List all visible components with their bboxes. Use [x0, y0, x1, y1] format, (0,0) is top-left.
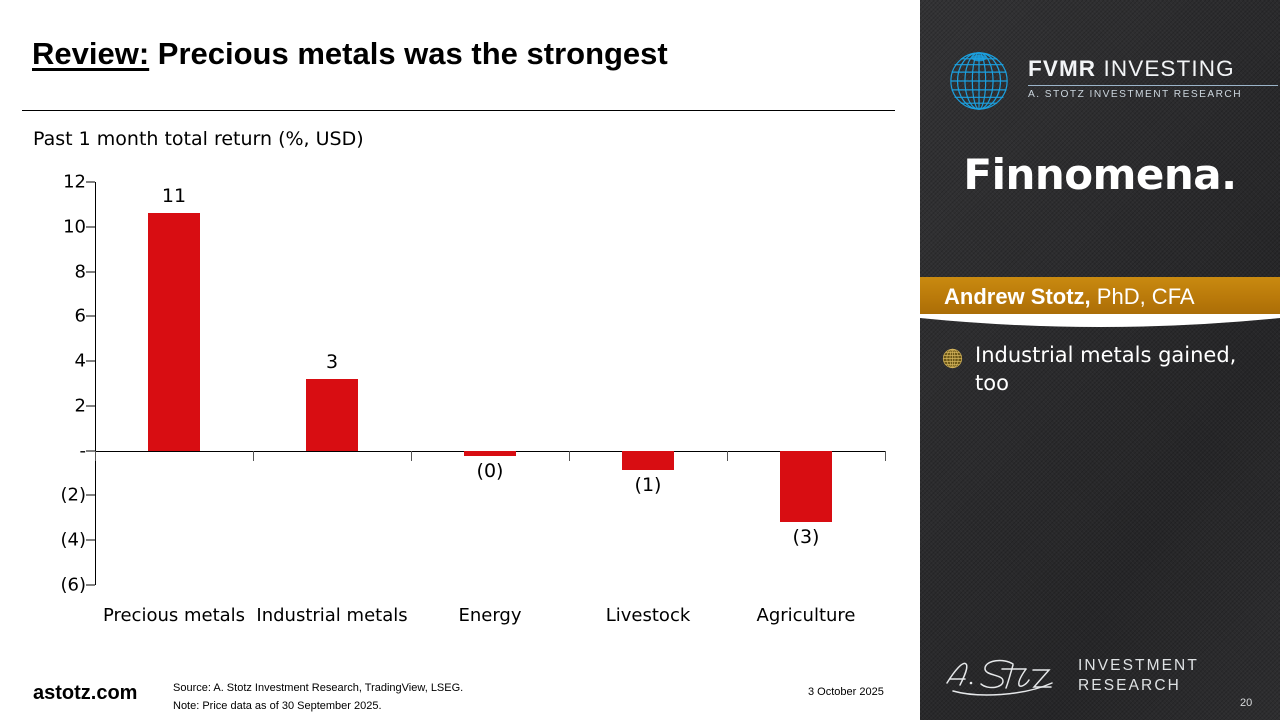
footer-source: Source: A. Stotz Investment Research, Tr… [173, 679, 463, 715]
category-tick [95, 450, 96, 461]
page-title-rest: Precious metals was the strongest [149, 36, 668, 71]
y-axis-tick [86, 226, 95, 228]
title-divider [22, 110, 895, 111]
astotz-logo-line2: RESEARCH [1078, 677, 1181, 695]
y-axis-tick-label: 12 [63, 171, 86, 193]
y-axis-tick [86, 450, 95, 452]
bullet-text: Industrial metals gained, too [975, 343, 1237, 395]
bar [148, 213, 200, 451]
brand-divider [1028, 85, 1278, 86]
y-axis-tick [86, 360, 95, 362]
y-axis-tick [86, 494, 95, 496]
category-tick [727, 450, 728, 461]
bar-value-label: (0) [476, 460, 504, 483]
y-axis-tick-label: 6 [74, 305, 86, 327]
bar [464, 450, 516, 457]
branding-sidebar: FVMR INVESTING A. STOTZ INVESTMENT RESEA… [920, 0, 1280, 720]
category-label: Precious metals [102, 605, 246, 626]
signature-icon [946, 659, 1053, 696]
y-axis-tick [86, 315, 95, 317]
presenter-banner: Andrew Stotz, PhD, CFA [920, 277, 1280, 316]
y-axis-tick [86, 405, 95, 407]
category-tick [411, 450, 412, 461]
y-axis-tick-label: (6) [60, 574, 87, 596]
y-axis-ticks [86, 160, 96, 680]
brand-name-bold: FVMR [1028, 56, 1097, 81]
category-label: Agriculture [756, 605, 856, 626]
y-axis-labels: 12 10 8 6 4 2 - (2) (4) (6) [28, 160, 87, 680]
y-axis-tick-label: 8 [74, 261, 86, 283]
page-number: 20 [1240, 697, 1253, 709]
bar [306, 379, 358, 451]
page-title-lead: Review: [32, 36, 150, 71]
y-axis-tick-label: - [79, 440, 87, 462]
banner-curve-divider [920, 314, 1280, 327]
category-tick [253, 450, 254, 461]
footer-note-line: Note: Price data as of 30 September 2025… [173, 700, 382, 713]
bar [780, 450, 832, 523]
slide-content-area: Review: Precious metals was the stronges… [0, 36, 920, 715]
plot-area: 11 3 (0) (1) (3) [95, 160, 885, 600]
y-axis-tick [86, 271, 95, 273]
astotz-logo-text: INVESTMENT RESEARCH [1078, 656, 1199, 697]
brand-lockup: FVMR INVESTING A. STOTZ INVESTMENT RESEA… [942, 44, 1278, 122]
astotz-logo: INVESTMENT RESEARCH 20 [920, 650, 1280, 710]
brand-name-thin: INVESTING [1096, 56, 1235, 81]
brand-subtitle: A. STOTZ INVESTMENT RESEARCH [1028, 89, 1243, 100]
presenter-name: Andrew Stotz, PhD, CFA [920, 284, 1195, 310]
y-axis-tick [86, 584, 95, 586]
category-label: Livestock [605, 605, 691, 626]
bullet-item: Industrial metals gained, too [942, 342, 1272, 397]
y-axis-tick-label: 2 [74, 395, 86, 417]
footer-website[interactable]: astotz.com [33, 682, 138, 704]
y-axis-tick-label: 4 [74, 350, 86, 372]
partner-logo-text: Finnomena. [963, 150, 1237, 199]
category-tick [885, 450, 886, 461]
y-axis-tick-label: (2) [60, 484, 87, 506]
y-axis-line [95, 182, 96, 585]
bar [622, 450, 674, 470]
globe-bullet-icon [942, 348, 963, 369]
bar-value-label: (3) [792, 526, 820, 549]
chart-subtitle: Past 1 month total return (%, USD) [33, 128, 364, 150]
bar-value-label: (1) [634, 473, 662, 496]
y-axis-tick [86, 181, 95, 183]
bar-value-label: 11 [161, 185, 187, 208]
bar-value-label: 3 [325, 351, 339, 374]
presenter-credentials: PhD, CFA [1090, 283, 1195, 309]
category-label: Energy [458, 605, 522, 626]
bar-chart: 12 10 8 6 4 2 - (2) (4) (6) 11 3 (0) (1) (3) Precious… [0, 160, 920, 680]
brand-name: FVMR INVESTING [1028, 56, 1278, 82]
y-axis-tick [86, 539, 95, 541]
category-tick [569, 450, 570, 461]
footer-date: 3 October 2025 [808, 686, 884, 698]
y-axis-tick-label: 10 [63, 216, 86, 238]
page-title: Review: Precious metals was the stronges… [32, 36, 668, 72]
astotz-logo-line1: INVESTMENT [1078, 657, 1199, 674]
y-axis-tick-label: (4) [60, 529, 87, 551]
globe-icon [950, 52, 1008, 110]
footer-source-line: Source: A. Stotz Investment Research, Tr… [173, 682, 464, 694]
presenter-name-bold: Andrew Stotz, [944, 283, 1091, 309]
category-label: Industrial metals [256, 605, 408, 626]
brand-text: FVMR INVESTING A. STOTZ INVESTMENT RESEA… [1028, 56, 1278, 100]
